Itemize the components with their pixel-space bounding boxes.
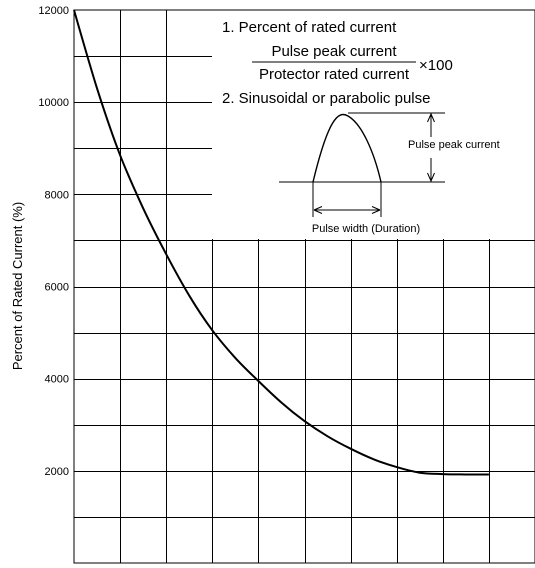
y-axis-label: Percent of Rated Current (%) bbox=[10, 202, 25, 370]
width-label: Pulse width (Duration) bbox=[312, 223, 420, 235]
grid bbox=[74, 10, 535, 563]
y-tick-label: 4000 bbox=[45, 374, 69, 386]
y-tick-label: 2000 bbox=[45, 466, 69, 478]
note-box bbox=[212, 10, 535, 239]
note-line-1: 1. Percent of rated current bbox=[222, 19, 397, 36]
y-tick-label: 8000 bbox=[45, 189, 69, 201]
annotation: 1. Percent of rated current Pulse peak c… bbox=[222, 19, 500, 235]
pulse-shape bbox=[312, 113, 382, 183]
formula-numerator: Pulse peak current bbox=[271, 43, 397, 60]
y-tick-label: 6000 bbox=[45, 282, 69, 294]
width-arrow-right-head bbox=[371, 206, 381, 214]
formula-denominator: Protector rated current bbox=[259, 66, 410, 83]
note-line-2: 2. Sinusoidal or parabolic pulse bbox=[222, 90, 430, 107]
formula-multiplier: ×100 bbox=[419, 57, 453, 74]
y-tick-label: 12000 bbox=[38, 5, 69, 17]
peak-label: Pulse peak current bbox=[408, 139, 500, 151]
peak-arrow-top-head bbox=[427, 113, 435, 123]
y-tick-labels: 12000 10000 8000 6000 4000 2000 bbox=[38, 5, 69, 478]
peak-arrow-bottom-head bbox=[427, 172, 435, 182]
plot-frame bbox=[73, 9, 535, 564]
data-curve bbox=[73, 9, 489, 476]
y-tick-label: 10000 bbox=[38, 97, 69, 109]
width-arrow-left-head bbox=[313, 206, 323, 214]
